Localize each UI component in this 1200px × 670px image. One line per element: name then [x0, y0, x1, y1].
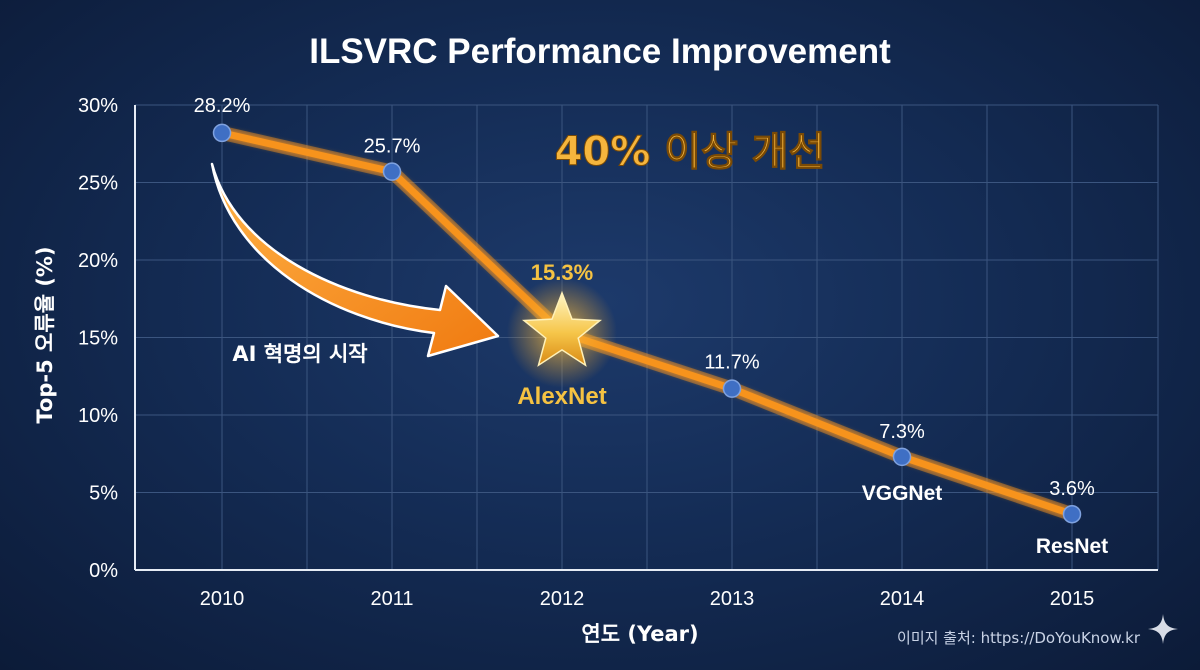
y-tick-label: 15% [78, 328, 118, 350]
data-label: 28.2% [194, 95, 251, 117]
y-tick-label: 5% [89, 483, 118, 505]
model-name-label: AlexNet [517, 383, 606, 410]
model-name-label: ResNet [1036, 535, 1108, 558]
x-axis-label: 연도 (Year) [581, 622, 698, 646]
y-tick-label: 0% [89, 560, 118, 582]
data-labels: 28.2% 25.7% 15.3% 11.7% 7.3% 3.6% [194, 95, 1095, 500]
series-line-path [218, 129, 1076, 518]
data-label: 3.6% [1049, 478, 1095, 500]
data-points [212, 123, 1082, 524]
data-point [722, 379, 742, 398]
data-point [892, 447, 912, 467]
x-tick-label: 2010 [200, 588, 245, 610]
headline-annotation: 40% 이상 개선 [555, 129, 826, 175]
data-point [382, 162, 402, 181]
x-tick-label: 2013 [710, 588, 755, 610]
y-tick-label: 10% [78, 405, 118, 427]
series-line [215, 125, 1079, 522]
y-tick-labels: 0% 5% 10% 15% 20% 25% 30% [78, 95, 118, 582]
x-tick-label: 2011 [370, 588, 413, 610]
y-tick-label: 25% [78, 173, 118, 195]
sparkle-icon [1148, 614, 1178, 644]
y-axis-label: Top-5 오류율 (%) [33, 246, 57, 423]
data-label: 15.3% [531, 260, 593, 285]
x-tick-label: 2012 [540, 588, 585, 610]
axes [134, 105, 1158, 571]
model-name-label: VGGNet [862, 482, 943, 505]
model-names: AlexNet VGGNet ResNet [517, 383, 1108, 558]
watermark: 이미지 출처: https://DoYouKnow.kr [897, 629, 1140, 647]
data-point [1062, 504, 1082, 524]
arrow-caption: AI 혁명의 시작 [232, 342, 367, 366]
data-label: 7.3% [879, 421, 925, 443]
trend-arrow [210, 162, 500, 358]
x-tick-label: 2015 [1050, 588, 1095, 610]
x-tick-label: 2014 [880, 588, 925, 610]
y-tick-label: 20% [78, 250, 118, 272]
data-label: 11.7% [704, 352, 759, 374]
data-point [212, 123, 232, 143]
y-tick-label: 30% [78, 95, 118, 117]
data-label: 25.7% [364, 136, 421, 158]
chart-title: ILSVRC Performance Improvement [309, 32, 891, 71]
star-icon [521, 290, 603, 367]
x-tick-labels: 2010 2011 2012 2013 2014 2015 [200, 588, 1095, 610]
